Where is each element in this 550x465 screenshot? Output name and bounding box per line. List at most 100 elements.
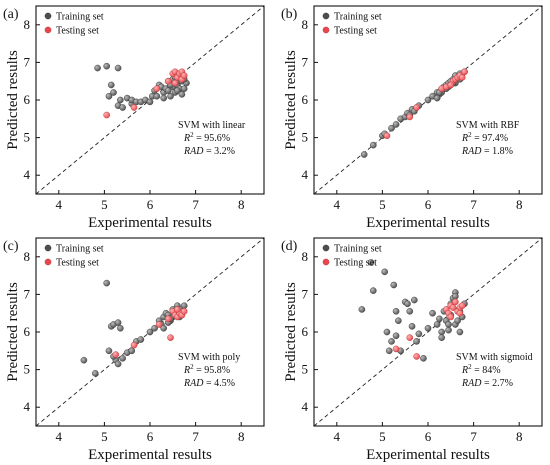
x-tick-label: 6 [147, 197, 154, 212]
training-point [424, 96, 432, 104]
reference-line [313, 237, 543, 427]
legend-training-label: Training set [56, 244, 104, 255]
x-axis-title: Experimental results [88, 447, 212, 463]
x-tick-label: 4 [56, 429, 63, 444]
training-point [164, 87, 172, 94]
x-tick-label: 4 [334, 429, 341, 444]
y-tick-label: 8 [24, 17, 31, 32]
testing-point [174, 306, 181, 313]
training-point [433, 321, 441, 328]
training-point [438, 334, 445, 341]
x-tick-label: 5 [379, 429, 386, 444]
training-point [146, 98, 154, 106]
y-tick-label: 5 [302, 362, 309, 377]
training-point [456, 328, 464, 336]
testing-point [406, 334, 414, 341]
testing-point [130, 104, 138, 111]
training-point [174, 87, 181, 94]
plot-frame [313, 237, 543, 427]
training-point [180, 85, 188, 93]
testing-point [413, 353, 420, 360]
annotation-r2: R2 = 95.8% [183, 363, 230, 376]
training-point [385, 347, 393, 355]
x-tick-label: 6 [147, 429, 154, 444]
training-point [94, 64, 101, 72]
training-point [388, 124, 395, 132]
x-axis-title: Experimental results [366, 447, 490, 463]
plot-frame [313, 5, 543, 195]
training-point [80, 356, 88, 364]
training-point [114, 64, 122, 72]
training-point [91, 370, 99, 377]
testing-point [458, 302, 466, 309]
training-point [429, 309, 436, 317]
testing-point [406, 113, 414, 121]
testing-point [171, 79, 179, 87]
testing-point [452, 298, 459, 306]
panel-label: (d) [281, 239, 298, 254]
legend-testing-label: Testing set [56, 258, 99, 269]
y-tick-label: 7 [302, 54, 309, 69]
x-axis-title: Experimental results [366, 215, 490, 231]
annotation-rad: RAD = 2.7% [461, 378, 513, 389]
testing-point [130, 341, 138, 349]
panel-label: (b) [281, 7, 298, 22]
x-tick-label: 7 [192, 197, 199, 212]
training-point [383, 328, 391, 336]
x-tick-label: 8 [238, 197, 245, 212]
training-point [433, 94, 441, 102]
y-tick-label: 7 [24, 54, 31, 69]
x-tick-label: 4 [56, 197, 63, 212]
panel-label: (a) [3, 7, 19, 22]
training-point [103, 62, 110, 70]
legend-testing-label: Testing set [56, 26, 99, 37]
testing-point [164, 315, 172, 323]
legend-training-label: Training set [334, 244, 382, 255]
legend-testing-marker [322, 258, 330, 266]
training-point [167, 92, 174, 100]
testing-point [155, 321, 163, 328]
training-point [151, 324, 158, 332]
training-point [160, 324, 167, 332]
training-point [360, 151, 368, 158]
training-point [107, 81, 115, 89]
training-point [160, 94, 167, 102]
panel-1: (a) 4 5 6 7 8 4 5 6 7 8 Training set Testing set SVM … [3, 5, 265, 231]
y-tick-label: 4 [24, 399, 31, 414]
x-tick-label: 7 [192, 429, 199, 444]
testing-point [180, 72, 188, 79]
panel-4: (d) 4 5 6 7 8 4 5 6 7 8 Training set Testing set SVM … [281, 237, 543, 463]
legend-testing-label: Testing set [334, 26, 377, 37]
training-point [395, 317, 402, 325]
training-point [369, 141, 377, 149]
training-point [445, 321, 452, 328]
y-tick-label: 7 [24, 286, 31, 301]
y-tick-label: 6 [302, 92, 309, 107]
training-point [369, 287, 377, 294]
x-tick-label: 6 [425, 197, 432, 212]
training-point [180, 302, 188, 309]
y-tick-label: 8 [24, 249, 31, 264]
training-point [411, 296, 418, 304]
x-tick-label: 5 [379, 197, 386, 212]
y-tick-label: 5 [302, 130, 309, 145]
x-tick-label: 6 [425, 429, 432, 444]
training-point [110, 89, 117, 96]
panel-label: (c) [3, 239, 19, 254]
training-point [105, 347, 113, 355]
legend-testing-marker [44, 258, 52, 266]
testing-point [167, 334, 174, 341]
y-tick-label: 8 [302, 17, 309, 32]
y-tick-label: 6 [302, 324, 309, 339]
y-tick-label: 4 [302, 399, 309, 414]
annotation-rad: RAD = 4.5% [183, 378, 235, 389]
y-tick-label: 6 [24, 92, 31, 107]
y-tick-label: 6 [24, 324, 31, 339]
plot-frame [35, 237, 265, 427]
training-point [392, 308, 400, 315]
y-tick-label: 5 [24, 362, 31, 377]
training-point [381, 268, 388, 276]
testing-point [447, 313, 455, 321]
training-point [367, 259, 375, 266]
plot-frame [35, 5, 265, 195]
